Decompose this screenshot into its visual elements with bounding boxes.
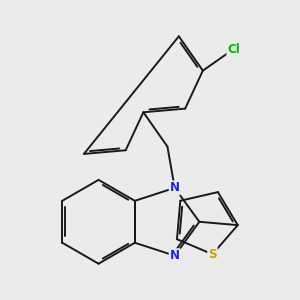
- Text: S: S: [208, 248, 217, 261]
- Text: N: N: [170, 249, 180, 262]
- Text: Cl: Cl: [227, 43, 240, 56]
- Text: N: N: [170, 182, 180, 194]
